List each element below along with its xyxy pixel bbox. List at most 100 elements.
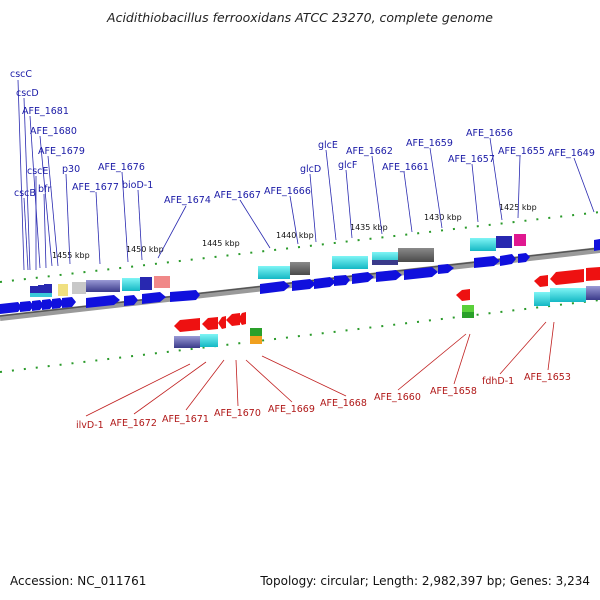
feature-box: [122, 278, 140, 291]
gene-arrow: [586, 267, 600, 281]
feature-box: [200, 334, 218, 347]
feature-box: [398, 248, 434, 262]
map-title: Acidithiobacillus ferrooxidans ATCC 2327…: [107, 10, 493, 25]
gene-arrow: [42, 299, 54, 310]
gene-label: AFE_1655: [498, 146, 545, 157]
gene-label: ilvD-1: [76, 420, 104, 431]
gene-arrow: [0, 302, 22, 314]
leader-lines-lower: [85, 321, 555, 417]
tick-label: 1440 kbp: [276, 231, 314, 240]
gene-arrow: [518, 253, 530, 263]
gene-label: cscB: [14, 188, 36, 199]
gene-arrow: [500, 254, 516, 266]
gene-label: AFE_1649: [548, 148, 595, 159]
gene-arrow: [124, 295, 138, 306]
feature-box: [462, 312, 474, 318]
gene-label: cscD: [16, 88, 39, 99]
feature-box: [44, 284, 52, 293]
gene-label: AFE_1674: [164, 195, 211, 206]
gene-labels-upper: cscC cscD AFE_1681 AFE_1680 AFE_1679 p30…: [10, 69, 595, 206]
feature-box: [30, 286, 38, 295]
feature-box: [586, 286, 600, 300]
gene-labels-lower: ilvD-1 AFE_1672 AFE_1671 AFE_1670 AFE_16…: [76, 372, 571, 431]
feature-box: [72, 282, 86, 294]
gene-label: AFE_1666: [264, 186, 311, 197]
gene-arrow: [404, 267, 438, 280]
reverse-genes: [174, 267, 600, 332]
gene-arrow: [174, 318, 200, 332]
gene-arrow: [594, 239, 600, 251]
feature-box: [514, 234, 526, 246]
forward-genes: [0, 239, 600, 314]
feature-box: [154, 276, 170, 288]
gene-label: cscE: [27, 166, 48, 177]
gene-arrow: [238, 312, 246, 325]
feature-box: [38, 285, 44, 294]
feature-box: [462, 305, 474, 314]
gene-label: AFE_1679: [38, 146, 85, 157]
gene-arrow: [86, 295, 120, 308]
gene-label: AFE_1677: [72, 182, 119, 193]
feature-box: [332, 256, 368, 269]
tick-label: 1445 kbp: [202, 239, 240, 248]
gene-arrow: [334, 275, 350, 286]
gene-arrow: [292, 279, 316, 291]
feature-box: [250, 328, 262, 337]
gene-arrow: [376, 270, 402, 282]
gene-label: AFE_1658: [430, 386, 477, 397]
gene-label: AFE_1676: [98, 162, 145, 173]
gene-arrow: [226, 313, 240, 326]
gene-arrow: [474, 256, 500, 268]
gene-label: AFE_1653: [524, 372, 571, 383]
gene-label: bioD-1: [122, 180, 153, 191]
feature-box: [550, 288, 586, 302]
gene-label: AFE_1661: [382, 162, 429, 173]
gene-label: AFE_1667: [214, 190, 261, 201]
gene-label: AFE_1656: [466, 128, 513, 139]
gene-label: glcD: [300, 164, 321, 175]
tick-labels: 1455 kbp 1450 kbp 1445 kbp 1440 kbp 1435…: [52, 203, 537, 260]
gene-label: p30: [62, 164, 80, 175]
gene-arrow: [456, 289, 470, 301]
gene-label: glcF: [338, 160, 357, 171]
gene-arrow: [438, 264, 454, 274]
forward-features: [30, 234, 526, 297]
gene-label: AFE_1657: [448, 154, 495, 165]
feature-box: [58, 284, 68, 296]
gene-arrow: [218, 316, 226, 329]
gene-label: AFE_1669: [268, 404, 315, 415]
tick-label: 1450 kbp: [126, 245, 164, 254]
leader-lines-upper: [17, 79, 595, 271]
gene-label: AFE_1670: [214, 408, 261, 419]
gene-label: AFE_1671: [162, 414, 209, 425]
feature-box: [250, 336, 262, 344]
gene-label: glcE: [318, 140, 338, 151]
gene-label: bfr: [38, 184, 51, 195]
gene-arrow: [52, 298, 64, 309]
gene-arrow: [32, 300, 44, 311]
gene-arrow: [550, 269, 584, 285]
gene-arrow: [352, 272, 374, 284]
feature-box: [534, 292, 550, 306]
gene-label: AFE_1660: [374, 392, 421, 403]
feature-box: [30, 293, 52, 297]
gene-arrow: [202, 317, 218, 330]
gene-arrow: [314, 277, 336, 289]
feature-box: [174, 336, 200, 348]
gene-label: cscC: [10, 69, 32, 80]
accession-text: Accession: NC_011761: [10, 574, 147, 588]
gene-label: AFE_1662: [346, 146, 393, 157]
tick-label: 1425 kbp: [499, 203, 537, 212]
gene-label: fdhD-1: [482, 376, 514, 387]
gene-arrow: [62, 297, 76, 308]
gene-arrow: [142, 292, 166, 304]
feature-box: [258, 266, 290, 279]
tick-label: 1455 kbp: [52, 251, 90, 260]
tick-label: 1435 kbp: [350, 223, 388, 232]
gene-arrow: [260, 281, 290, 294]
reverse-features: [174, 286, 600, 348]
feature-box: [470, 238, 496, 251]
gene-label: AFE_1659: [406, 138, 453, 149]
feature-box: [140, 277, 152, 290]
